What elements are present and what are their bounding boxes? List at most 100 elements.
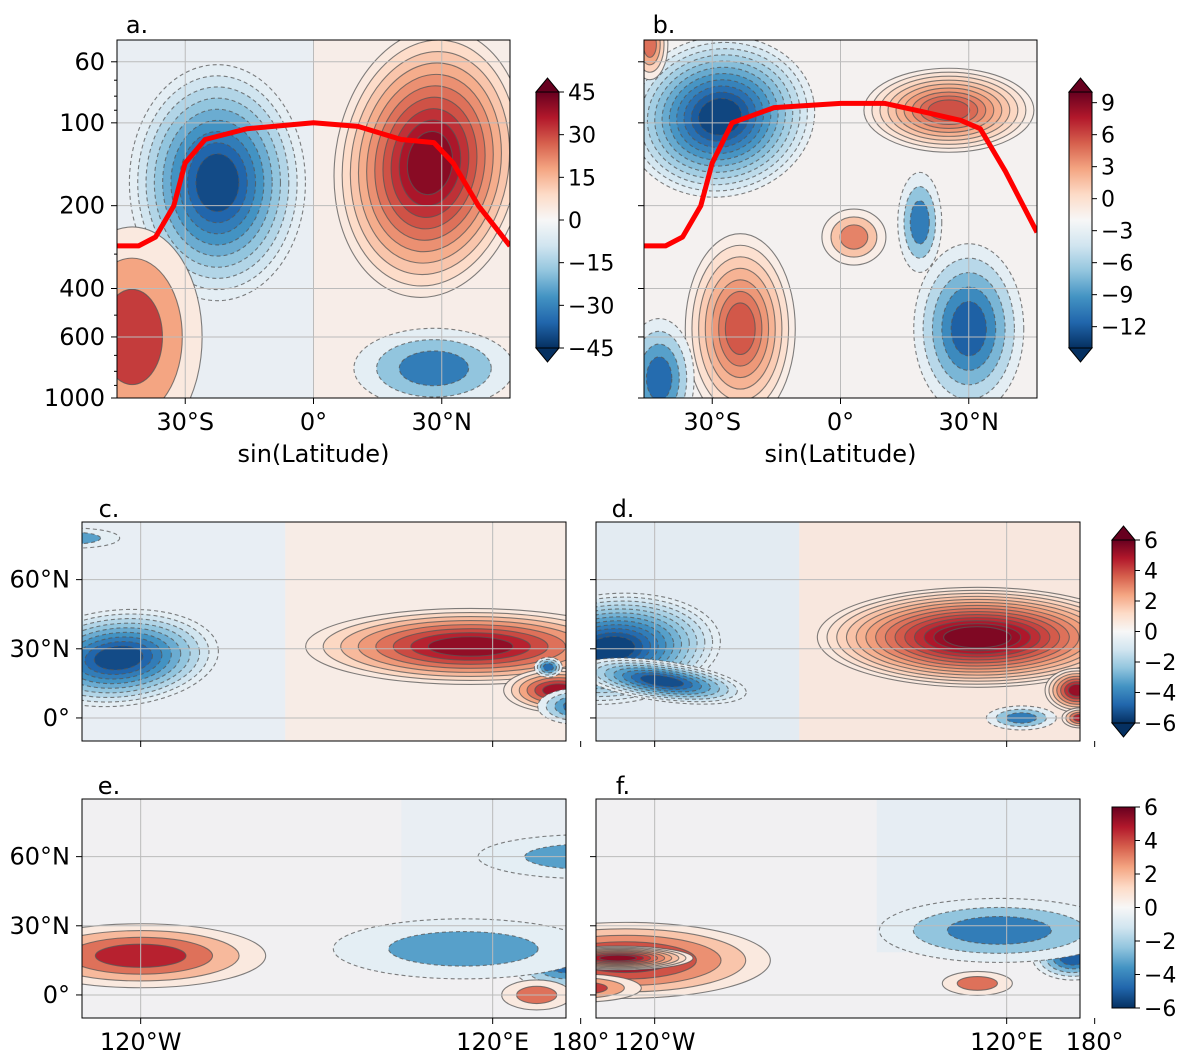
contour-line xyxy=(645,356,673,398)
y-tick-label: 0° xyxy=(43,704,70,732)
contour-line xyxy=(909,200,930,245)
y-tick-label: 0° xyxy=(43,981,70,1009)
y-tick-label: 600 xyxy=(59,323,105,351)
contour-line xyxy=(562,701,566,711)
x-tick-label: 120°W xyxy=(614,1028,696,1050)
colorbar-tick-label: 45 xyxy=(568,81,596,106)
contour-line xyxy=(943,626,1012,649)
colorbar-tick-label: 15 xyxy=(568,166,596,191)
contour-line xyxy=(724,302,756,356)
y-tick-label: 100 xyxy=(59,109,105,137)
x-tick-label: 180° xyxy=(552,1028,610,1050)
colorbar-tick-label: −15 xyxy=(568,252,614,277)
x-tick-label: 0° xyxy=(300,408,327,436)
colorbar-gradient xyxy=(1068,91,1093,349)
x-axis-label: sin(Latitude) xyxy=(765,440,917,468)
y-tick-label: 60 xyxy=(74,48,105,76)
axes-frame xyxy=(81,521,567,742)
contour-line xyxy=(956,975,999,991)
contour-line xyxy=(946,915,1052,945)
colorbar-tick-label: −2 xyxy=(1144,930,1176,955)
panel-b-field xyxy=(644,40,1037,398)
contour-line xyxy=(596,982,608,994)
colorbar-extend-min xyxy=(1110,722,1137,738)
colorbar-d: 6 4 2 0 −2 −4 −6 xyxy=(1110,525,1176,738)
contour-line xyxy=(639,674,685,688)
contour-line xyxy=(839,224,869,250)
panel-c: c. 60°N 30°N 0° xyxy=(10,495,582,747)
colorbar-tick-label: −2 xyxy=(1144,651,1176,676)
x-tick-label: 30°N xyxy=(412,408,473,436)
panel-f-field xyxy=(596,799,1080,1018)
colorbar-tick-label: −12 xyxy=(1101,316,1147,341)
panel-f: f. 120°W 180° 120°E xyxy=(590,772,1124,1054)
colorbar-tick-label: −6 xyxy=(1144,997,1176,1022)
x-tick-label: 0° xyxy=(827,408,854,436)
colorbar-tick-label: 0 xyxy=(1144,621,1158,646)
colorbar-extend-max xyxy=(1110,525,1137,541)
y-tick-label: 30°N xyxy=(10,912,71,940)
y-tick-label: 400 xyxy=(59,275,105,303)
axes-frame xyxy=(595,521,1081,742)
y-tick-label: 1000 xyxy=(44,384,105,412)
colorbar-f: 6 4 2 0 −2 −4 −6 xyxy=(1111,796,1176,1022)
panel-a-field xyxy=(117,40,510,398)
colorbar-tick-label: −30 xyxy=(568,294,614,319)
colorbar-tick-label: 6 xyxy=(1101,124,1115,149)
colorbar-tick-label: 3 xyxy=(1101,156,1115,181)
x-tick-label: 120°W xyxy=(100,1028,182,1050)
y-tick-label: 60°N xyxy=(10,843,71,871)
tropopause-line xyxy=(644,100,1037,249)
panel-label: d. xyxy=(612,495,635,523)
panel-label: f. xyxy=(616,772,630,800)
colorbar-extend-max xyxy=(534,77,561,93)
colorbar-tick-label: 2 xyxy=(1144,863,1158,888)
panel-e: e. 120°W 180° 120°E 60°N 30°N 0° xyxy=(10,772,610,1054)
colorbar-b: 9 6 3 0 −3 −6 −9 −12 xyxy=(1067,77,1147,363)
y-tick-label: 200 xyxy=(59,192,105,220)
contour-line xyxy=(1067,683,1080,697)
contour-line xyxy=(554,696,566,716)
colorbar-gradient xyxy=(1111,539,1136,724)
colorbar-tick-label: 30 xyxy=(568,124,596,149)
panel-a: a. 30°S 0° 30°N 60 100 200 400 600 1000 sin(Latitu… xyxy=(44,11,511,468)
contour-line xyxy=(644,40,657,58)
panel-label: e. xyxy=(98,772,120,800)
panel-d: d. xyxy=(590,495,1096,747)
contour-line xyxy=(542,663,555,672)
colorbar-tick-label: 0 xyxy=(568,209,582,234)
contour-line xyxy=(388,931,539,967)
colorbar-tick-label: 4 xyxy=(1144,830,1158,855)
colorbar-tick-label: −3 xyxy=(1101,220,1133,245)
contour-line xyxy=(596,978,625,999)
x-tick-label: 120°E xyxy=(970,1028,1043,1050)
contour-line xyxy=(93,645,144,671)
colorbar-tick-label: 4 xyxy=(1144,560,1158,585)
colorbar-tick-label: 6 xyxy=(1144,529,1158,554)
panel-b: b. 30°S 0° 30°N sin(Latitude) xyxy=(638,11,1038,468)
contour-line xyxy=(398,350,470,387)
colorbar-tick-label: −6 xyxy=(1101,252,1133,277)
contour-line xyxy=(82,527,121,549)
panel-label: c. xyxy=(99,495,120,523)
colorbar-extend-min xyxy=(534,347,561,363)
contour-line xyxy=(195,153,240,213)
x-tick-label: 30°S xyxy=(683,408,741,436)
x-tick-label: 30°S xyxy=(156,408,214,436)
contour-line xyxy=(599,954,637,962)
colorbar-tick-label: −6 xyxy=(1144,712,1176,737)
panel-c-field xyxy=(82,522,566,741)
colorbar-tick-label: 0 xyxy=(1101,188,1115,213)
y-tick-label: 60°N xyxy=(10,566,71,594)
contour-line xyxy=(427,636,514,657)
axes-frame xyxy=(595,798,1081,1019)
colorbar-a: 45 30 15 0 −15 −30 −45 xyxy=(534,77,614,363)
panel-label: b. xyxy=(653,11,676,39)
colorbar-extend-min xyxy=(1067,347,1094,363)
colorbar-gradient xyxy=(535,91,560,349)
colorbar-tick-label: −45 xyxy=(568,337,614,362)
colorbar-tick-label: 0 xyxy=(1144,897,1158,922)
y-tick-label: 30°N xyxy=(10,635,71,663)
contour-line xyxy=(82,532,102,545)
